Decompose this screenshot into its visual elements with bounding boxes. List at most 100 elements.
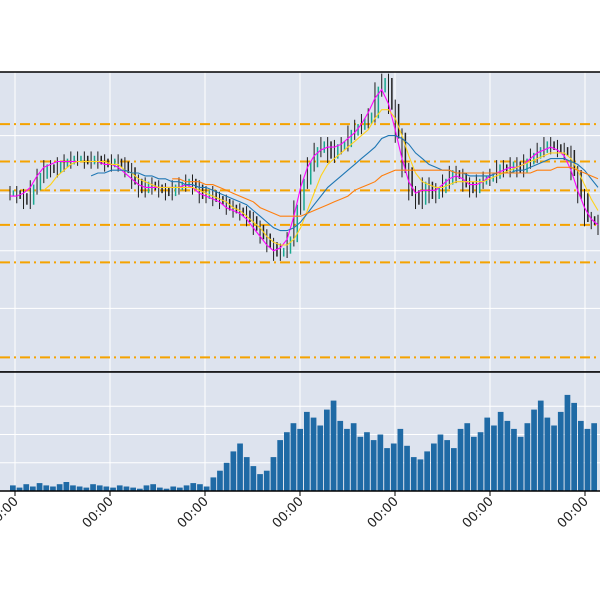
volume-bar	[584, 428, 591, 491]
volume-bar	[517, 436, 524, 491]
volume-bar	[591, 423, 597, 491]
volume-bar	[56, 484, 63, 491]
volume-bar	[564, 394, 571, 491]
volume-bar	[130, 487, 136, 491]
volume-bar	[96, 485, 103, 491]
volume-bar	[357, 436, 364, 491]
volume-bar	[103, 486, 110, 491]
volume-bar	[157, 487, 163, 491]
volume-bar	[544, 417, 551, 491]
volume-bar	[537, 400, 544, 491]
price-moving-averages	[10, 88, 599, 252]
volume-bar	[370, 440, 377, 491]
volume-bar	[10, 485, 16, 491]
volume-bar	[531, 409, 537, 491]
volume-bar	[170, 486, 177, 491]
moving-average-line	[43, 109, 599, 246]
volume-bar	[137, 488, 143, 491]
volume-bar	[163, 488, 170, 491]
volume-bar	[337, 420, 344, 491]
volume-bar	[70, 485, 76, 491]
volume-bar	[190, 483, 197, 491]
x-tick-label: 00:00	[460, 494, 497, 531]
volume-bar	[270, 457, 277, 491]
volume-bar	[50, 486, 56, 491]
volume-bar	[571, 402, 577, 491]
volume-bar	[390, 443, 397, 491]
x-tick-label: 00:00	[555, 494, 592, 531]
volume-bar	[504, 420, 511, 491]
volume-bar	[484, 417, 491, 491]
x-tick-label: 00:00	[270, 494, 307, 531]
volume-bar	[384, 448, 390, 491]
volume-bar	[410, 457, 417, 491]
volume-bar	[123, 486, 130, 491]
moving-average-line	[172, 166, 599, 217]
price-grid	[0, 72, 600, 372]
volume-bar	[524, 423, 531, 491]
volume-bar	[317, 425, 324, 491]
volume-bar	[217, 470, 223, 491]
volume-bar	[477, 432, 484, 491]
volume-bar	[210, 477, 217, 491]
volume-bar	[330, 400, 337, 491]
volume-bar	[23, 484, 30, 491]
volume-bar	[578, 420, 584, 491]
volume-bar	[197, 484, 203, 491]
volume-bar	[551, 425, 557, 491]
volume-bar	[36, 483, 43, 491]
volume-bar	[350, 423, 357, 491]
volume-bar	[16, 487, 23, 491]
volume-bar	[223, 462, 230, 492]
volume-bar	[464, 423, 471, 491]
volume-bar	[497, 411, 504, 491]
volume-bar	[250, 466, 257, 491]
volume-bar	[457, 428, 464, 491]
volume-bar	[243, 457, 250, 491]
x-axis-ticks: 00:00 00:00 00:00 00:00 00:00 00:00 00:00	[0, 491, 592, 531]
volume-bar	[444, 440, 450, 491]
volume-bar	[230, 451, 237, 491]
volume-bar	[424, 451, 430, 491]
moving-average-line	[10, 88, 599, 252]
volume-bar	[290, 423, 297, 491]
x-tick-label: 00:00	[365, 494, 402, 531]
volume-bar	[277, 440, 283, 491]
volume-bar	[110, 487, 116, 491]
volume-bar	[237, 443, 243, 491]
volume-bar	[491, 425, 497, 491]
x-tick-label: 00:00	[80, 494, 117, 531]
volume-bar	[257, 474, 263, 491]
volume-bar	[150, 484, 156, 491]
volume-bar	[557, 411, 564, 491]
volume-bar	[284, 432, 290, 491]
volume-bar	[310, 417, 317, 491]
volume-bar	[43, 485, 50, 491]
volume-bar	[471, 436, 477, 491]
x-tick-label: 00:00	[0, 494, 22, 531]
volume-bars	[10, 394, 597, 492]
volume-bar	[30, 486, 36, 491]
volume-bar	[63, 482, 70, 491]
volume-bar	[417, 459, 424, 491]
x-tick-label: 00:00	[175, 494, 212, 531]
volume-bar	[437, 434, 444, 491]
volume-bar	[263, 470, 270, 491]
volume-bar	[511, 428, 517, 491]
volume-bar	[364, 432, 370, 491]
volume-bar	[183, 485, 190, 491]
volume-bar	[404, 445, 410, 491]
price-panel	[0, 71, 600, 373]
volume-bar	[304, 411, 310, 491]
volume-bar	[297, 428, 303, 491]
volume-bar	[431, 443, 437, 491]
volume-bar	[377, 434, 384, 491]
volume-bar	[90, 484, 96, 491]
volume-bar	[143, 485, 150, 491]
volume-bar	[344, 428, 350, 491]
moving-average-line	[90, 135, 599, 232]
volume-bar	[397, 428, 404, 491]
volume-bar	[83, 487, 90, 491]
volume-bar	[116, 485, 123, 491]
